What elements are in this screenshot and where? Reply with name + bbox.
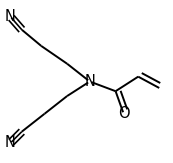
Text: N: N [5, 9, 16, 24]
Text: N: N [84, 74, 95, 89]
Text: O: O [118, 106, 129, 121]
Text: N: N [5, 135, 16, 150]
